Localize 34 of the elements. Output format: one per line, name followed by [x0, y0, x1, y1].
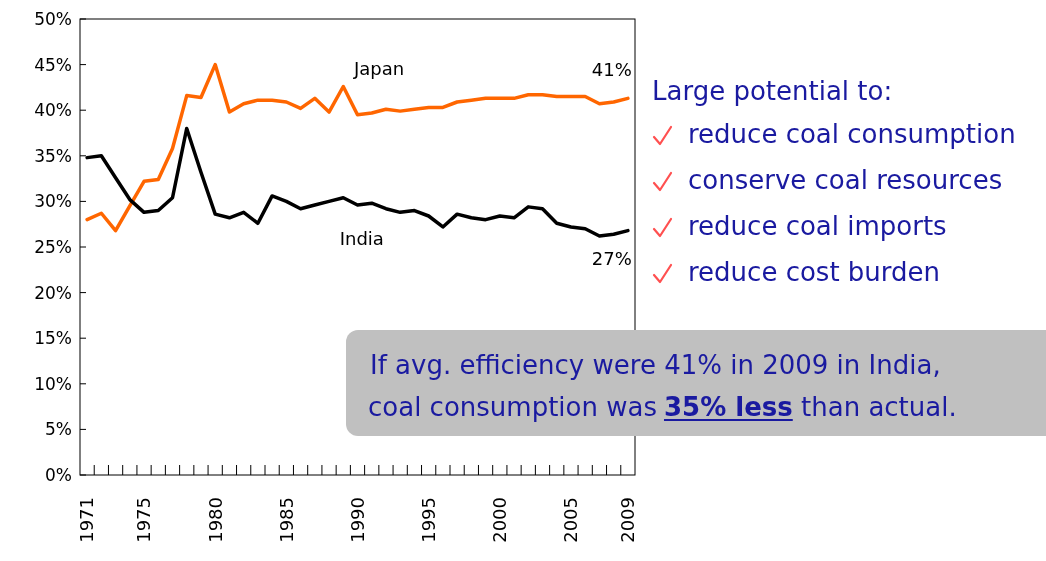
- x-tick-label: 2000: [489, 497, 511, 543]
- x-tick-label: 2005: [560, 497, 582, 543]
- y-tick-label: 45%: [34, 54, 72, 75]
- x-tick-label: 2009: [617, 497, 639, 543]
- annotation: If avg. efficiency were 41% in 2009 in India,: [370, 350, 941, 380]
- series-label: India: [339, 228, 384, 250]
- y-tick-label: 25%: [34, 236, 72, 257]
- text: reduce cost burden: [688, 257, 941, 287]
- text: reduce coal imports: [688, 211, 947, 241]
- y-tick-label: 5%: [45, 419, 72, 440]
- annotation: 27%: [591, 247, 632, 269]
- y-tick-label: 20%: [34, 282, 72, 303]
- annotation: 41%: [591, 59, 632, 81]
- text: reduce coal consumption: [688, 119, 1016, 149]
- y-tick-label: 30%: [34, 191, 72, 212]
- x-tick-label: 1995: [417, 497, 439, 543]
- x-tick-label: 1971: [76, 497, 98, 543]
- x-tick-label: 1975: [133, 497, 155, 543]
- line-series: [85, 62, 630, 233]
- x-tick-label: 1985: [275, 497, 297, 543]
- y-tick-label: 35%: [34, 145, 72, 166]
- series-label: Japan: [352, 58, 405, 80]
- text: Large potential to:: [652, 76, 893, 106]
- text: conserve coal resources: [688, 165, 1003, 195]
- x-tick-label: 1980: [204, 497, 226, 543]
- x-tick-label: 1990: [346, 497, 368, 543]
- y-tick-label: 40%: [34, 100, 72, 121]
- y-tick-label: 10%: [34, 373, 72, 394]
- text: 35% less: [663, 392, 793, 422]
- y-tick-label: 50%: [34, 8, 72, 29]
- annotation: coal consumption was: [368, 392, 657, 422]
- y-tick-label: 0%: [45, 464, 72, 485]
- text: than actual.: [792, 392, 957, 422]
- y-tick-label: 15%: [34, 328, 72, 349]
